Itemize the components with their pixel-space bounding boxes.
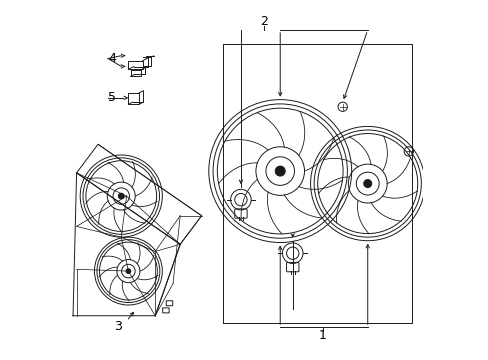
Circle shape — [363, 180, 371, 188]
Text: 4: 4 — [108, 52, 116, 65]
Text: 3: 3 — [114, 320, 122, 333]
Circle shape — [275, 166, 285, 176]
Text: 2: 2 — [260, 14, 267, 27]
Text: 5: 5 — [108, 91, 116, 104]
Circle shape — [118, 193, 124, 199]
Circle shape — [126, 269, 130, 274]
Text: 1: 1 — [319, 329, 326, 342]
